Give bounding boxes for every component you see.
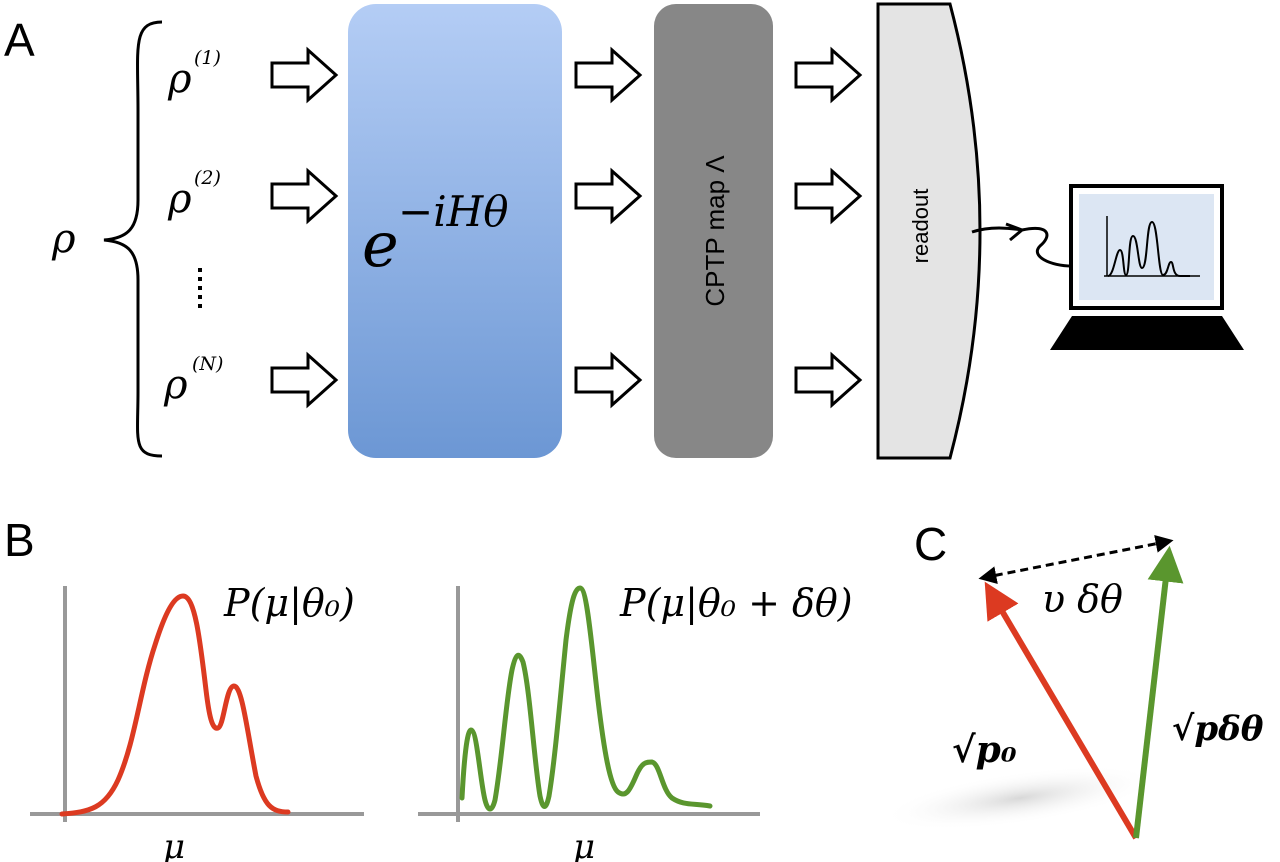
svg-text:−iHθ: −iHθ [398, 187, 509, 236]
arrow-cptp-n [794, 351, 863, 409]
block-arrows [270, 46, 863, 409]
svg-text:ρ: ρ [167, 56, 192, 102]
svg-text:ρ: ρ [163, 362, 188, 408]
readout-box [876, 2, 982, 460]
arrow-input-2 [270, 167, 339, 225]
unitary-label: e −iHθ [362, 187, 509, 281]
vector-p0 [984, 581, 1139, 840]
plot-left-label: P(μ|θ₀) [223, 581, 355, 625]
svg-text:(N): (N) [192, 353, 223, 375]
panel-a-label: A [4, 14, 35, 66]
readout-label: readout [908, 189, 933, 264]
input-state-n: ρ (N) [163, 353, 223, 408]
svg-text:e: e [362, 208, 399, 281]
plot-left-curve [59, 593, 291, 817]
vector-shadow [881, 765, 1159, 831]
input-brace [103, 20, 163, 458]
input-state-1: ρ (1) [167, 47, 221, 102]
cptp-label: CPTP map Λ [700, 155, 730, 307]
svg-text:(2): (2) [194, 167, 221, 189]
plot-right-axes [418, 586, 760, 822]
panel-b-label: B [4, 514, 35, 566]
arrow-input-n [270, 351, 339, 409]
arrow-unitary-1 [574, 46, 643, 104]
arrow-unitary-n [574, 351, 643, 409]
readout-cable [971, 222, 1073, 268]
rho-main: ρ [51, 216, 76, 262]
svg-text:ρ: ρ [167, 176, 192, 222]
cptp-box [654, 4, 773, 458]
input-state-2: ρ (2) [167, 167, 221, 222]
plot-left-axes [30, 586, 364, 822]
plot-right-axis-label: μ [573, 827, 595, 862]
laptop-icon [1050, 184, 1244, 350]
arrow-cptp-1 [794, 46, 863, 104]
vector-p-delta [1133, 545, 1184, 839]
arrow-cptp-2 [794, 167, 863, 225]
arrow-unitary-2 [574, 167, 643, 225]
difference-label: υ δθ [1042, 577, 1123, 621]
unitary-box [348, 4, 562, 458]
svg-text:(1): (1) [194, 47, 221, 69]
plot-right-curve [459, 585, 713, 812]
arrow-input-1 [270, 46, 339, 104]
difference-vector [978, 534, 1174, 585]
plot-right-label: P(μ|θ₀ + δθ) [619, 581, 853, 625]
vector-p0-label: √p₀ [952, 729, 1017, 771]
vector-p-delta-label: √pδθ [1172, 709, 1264, 749]
plot-left-axis-label: μ [163, 827, 185, 862]
panel-c-label: C [914, 518, 947, 570]
vertical-ellipsis [198, 268, 202, 308]
